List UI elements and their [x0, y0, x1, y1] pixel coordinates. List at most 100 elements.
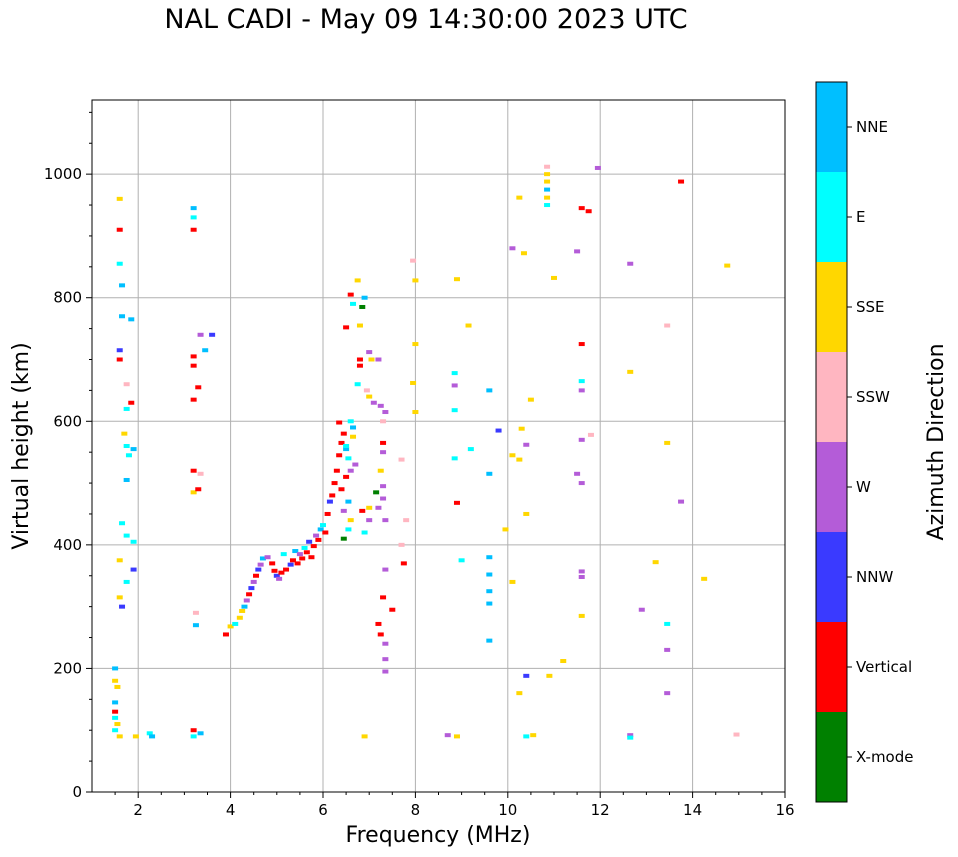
- echo-point: [627, 369, 634, 374]
- echo-point: [350, 301, 357, 306]
- echo-point: [398, 542, 405, 547]
- echo-point: [123, 406, 130, 411]
- echo-point: [246, 592, 253, 597]
- echo-point: [130, 567, 137, 572]
- echo-point: [382, 657, 389, 662]
- echo-point: [112, 700, 119, 705]
- echo-point: [560, 659, 567, 664]
- echo-point: [380, 496, 387, 501]
- echo-point: [375, 357, 382, 362]
- echo-point: [112, 678, 119, 683]
- echo-point: [502, 527, 509, 532]
- echo-point: [375, 621, 382, 626]
- echo-point: [331, 481, 338, 486]
- echo-point: [324, 511, 331, 516]
- echo-point: [112, 709, 119, 714]
- echo-point: [119, 314, 126, 319]
- echo-point: [289, 558, 296, 563]
- echo-point: [345, 456, 352, 461]
- colorbar-tick-label: SSW: [856, 388, 890, 406]
- echo-point: [209, 332, 216, 337]
- echo-point: [389, 607, 396, 612]
- colorbar-tick-label: E: [856, 208, 865, 226]
- echo-point: [112, 728, 119, 733]
- echo-point: [578, 379, 585, 384]
- echo-point: [195, 385, 202, 390]
- echo-point: [336, 420, 343, 425]
- echo-point: [125, 453, 132, 458]
- echo-point: [345, 527, 352, 532]
- echo-point: [190, 734, 197, 739]
- echo-point: [530, 733, 537, 738]
- echo-point: [190, 206, 197, 211]
- chart-title: NAL CADI - May 09 14:30:00 2023 UTC: [164, 4, 688, 35]
- echo-point: [356, 363, 363, 368]
- echo-point: [520, 251, 527, 256]
- echo-point: [192, 623, 199, 628]
- echo-point: [116, 348, 123, 353]
- echo-point: [486, 388, 493, 393]
- echo-point: [248, 586, 255, 591]
- echo-point: [123, 382, 130, 387]
- colorbar: X-mode Vertical NNW W SSW SSE E NNE: [815, 81, 913, 803]
- echo-point: [343, 447, 350, 452]
- echo-point: [197, 332, 204, 337]
- colorbar-frame: [815, 81, 848, 803]
- echo-point: [382, 518, 389, 523]
- echo-point: [516, 195, 523, 200]
- colorbar-tick-label: W: [856, 478, 871, 496]
- echo-point: [412, 278, 419, 283]
- y-axis-ticks: 0 200 400 600 800 1000: [44, 111, 92, 801]
- echo-point: [486, 589, 493, 594]
- echo-point: [123, 579, 130, 584]
- echo-point: [451, 383, 458, 388]
- echo-point: [578, 613, 585, 618]
- echo-point: [116, 196, 123, 201]
- echo-point: [278, 570, 285, 575]
- echo-point: [112, 715, 119, 720]
- echo-point: [467, 447, 474, 452]
- x-tick-label: 8: [411, 801, 421, 819]
- echo-point: [664, 691, 671, 696]
- echo-point: [398, 457, 405, 462]
- echo-point: [544, 203, 551, 208]
- echo-point: [574, 471, 581, 476]
- echo-point: [343, 474, 350, 479]
- echo-point: [578, 437, 585, 442]
- echo-point: [287, 562, 294, 567]
- colorbar-swatch: [816, 442, 847, 532]
- echo-point: [292, 549, 299, 554]
- echo-point: [382, 410, 389, 415]
- echo-point: [123, 533, 130, 538]
- echo-point: [361, 530, 368, 535]
- echo-point: [578, 388, 585, 393]
- echo-point: [410, 380, 417, 385]
- echo-point: [114, 684, 121, 689]
- echo-point: [664, 621, 671, 626]
- echo-point: [308, 555, 315, 560]
- echo-point: [578, 574, 585, 579]
- echo-point: [412, 410, 419, 415]
- echo-point: [116, 734, 123, 739]
- echo-point: [627, 261, 634, 266]
- echo-point: [296, 552, 303, 557]
- echo-point: [313, 533, 320, 538]
- echo-point: [299, 556, 306, 561]
- colorbar-swatch: [816, 712, 847, 802]
- echo-point: [451, 371, 458, 376]
- echo-point: [400, 561, 407, 566]
- echo-point: [486, 555, 493, 560]
- echo-point: [338, 487, 345, 492]
- echo-point: [123, 477, 130, 482]
- echo-point: [356, 323, 363, 328]
- x-tick-label: 16: [775, 801, 794, 819]
- echo-point: [627, 733, 634, 738]
- echo-point: [280, 552, 287, 557]
- colorbar-swatch: [816, 622, 847, 712]
- echo-point: [587, 432, 594, 437]
- echo-point: [486, 638, 493, 643]
- echo-point: [366, 518, 373, 523]
- echo-point: [253, 573, 260, 578]
- echo-point: [375, 505, 382, 510]
- echo-point: [546, 673, 553, 678]
